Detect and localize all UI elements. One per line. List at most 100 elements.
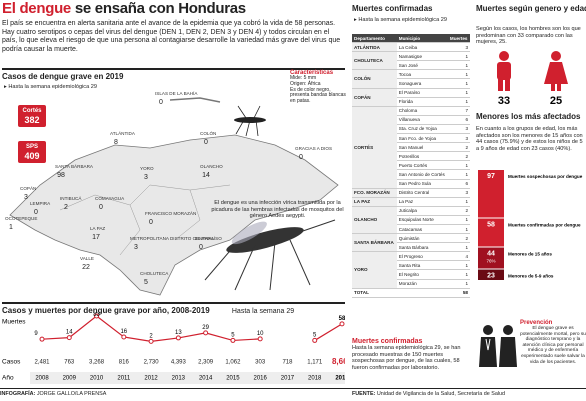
municipality: Santa Bárbara <box>396 242 448 253</box>
column-header: Departamento <box>352 34 397 44</box>
woman-icon <box>544 51 568 91</box>
deaths: 1 <box>447 215 470 225</box>
year-label: 2014 <box>199 376 213 382</box>
region-name: GRACIAS A DIOS <box>295 146 332 151</box>
column-header: Municipio <box>396 34 448 44</box>
region-value: 0 <box>99 204 103 211</box>
region-value: 2 <box>64 204 68 211</box>
municipality: San José <box>396 60 448 71</box>
deaths: 1 <box>447 279 470 289</box>
map-subtitle: Hasta la semana epidemiológica 29 <box>4 84 97 90</box>
region-name: SANTA BÁRBARA <box>55 163 94 169</box>
table-row: Sonaguera 1 <box>352 78 470 89</box>
municipality: La Ceiba <box>396 42 448 53</box>
department: YORO <box>352 251 397 289</box>
confirmed-box: Muertes confirmadas Hasta la semana epid… <box>352 338 470 371</box>
death-point <box>257 336 263 342</box>
age-value: 97 <box>487 173 495 180</box>
prevention-title: Prevención <box>520 320 553 326</box>
age-bar <box>478 247 504 269</box>
region-value: 3 <box>24 194 28 201</box>
region-value: 1 <box>9 224 13 231</box>
department: COPÁN <box>352 88 397 107</box>
region-name: LA PAZ <box>90 226 105 231</box>
municipality: Villanueva <box>396 115 448 125</box>
region-value: 8 <box>114 139 118 146</box>
municipality: San Manuel <box>396 142 448 153</box>
table-row: CHOLUTECA Namasigüe 1 <box>352 51 470 71</box>
death-label: 83 <box>93 312 100 318</box>
death-point <box>312 337 318 343</box>
department: CHOLUTECA <box>352 51 397 71</box>
age-label: Muertes confirmadas por dengue <box>508 223 581 228</box>
age-label: Muertes sospechosas por dengue <box>508 174 583 179</box>
deaths: 1 <box>447 197 470 207</box>
case-label: 718 <box>282 360 293 366</box>
death-point <box>230 337 236 343</box>
deaths: 1 <box>447 60 470 71</box>
table-row: COPÁN El Paraíso 1 <box>352 88 470 107</box>
doctors-icon <box>479 325 517 367</box>
credit: JORGE GALLO/LA PRENSA <box>36 391 107 397</box>
deaths: 1 <box>447 160 470 171</box>
mosquito-caption: El dengue es una infección vírica transm… <box>211 200 344 220</box>
death-point <box>339 321 345 327</box>
footer: INFOGRAFÍA: JORGE GALLO/LA PRENSA FUENTE… <box>0 388 586 401</box>
municipality: Puerto Cortés <box>396 160 448 171</box>
deaths: 1 <box>447 224 470 235</box>
deaths: 3 <box>447 133 470 144</box>
table-row: San Pedro Sula 6 <box>352 179 470 189</box>
deaths: 1 <box>447 269 470 280</box>
department: FCO. MORAZÁN <box>352 188 397 198</box>
region-name: METROPOLITANA DISTRITO CENTRAL <box>130 236 215 241</box>
region-value: 5 <box>144 279 148 286</box>
table-title: Muertes confirmadas <box>352 4 433 13</box>
municipality: Florida <box>396 97 448 107</box>
age-text: En cuanto a los grupos de edad, los más … <box>476 126 583 152</box>
table-row: Sta. Cruz de Yojoa 3 <box>352 124 470 135</box>
history-note: Hasta la semana 29 <box>231 308 295 315</box>
age-label: Menores de 15 años <box>508 252 552 257</box>
municipality: San Antonio de Cortés <box>396 169 448 180</box>
title-rest: se ensaña con Honduras <box>74 0 246 17</box>
death-label: 2 <box>149 333 153 339</box>
deaths: 1 <box>447 78 470 89</box>
table-row: San Fco. de Yojoa 3 <box>352 133 470 144</box>
death-point <box>148 338 154 344</box>
age-bar <box>478 269 504 280</box>
deaths: 2 <box>447 151 470 162</box>
year-label: 2015 <box>226 376 240 382</box>
municipality: Esquipulas Norte <box>396 215 448 225</box>
region-value: 409 <box>24 151 39 161</box>
region-name: SPS <box>26 144 38 150</box>
hot-marker <box>18 105 46 127</box>
table-row: CORTÉS Choloma 7 <box>352 106 470 189</box>
deaths-line <box>41 315 343 342</box>
history-title: Casos y muertes por dengue grave por año… <box>2 302 345 315</box>
men-count: 33 <box>498 95 510 107</box>
credit-label: INFOGRAFÍA: <box>0 391 36 397</box>
women-count: 25 <box>550 95 562 107</box>
age-percent: 40% <box>486 281 495 286</box>
table-row: LA PAZ La Paz 1 <box>352 197 470 207</box>
region-name: COMAYAGUA <box>95 196 125 201</box>
municipality: Choloma <box>396 106 448 116</box>
confirmed-text: Hasta la semana epidemiológica 29, se ha… <box>352 345 461 371</box>
municipality: Juticalpa <box>396 206 448 216</box>
table-row: OLANCHO Juticalpa 2 <box>352 206 470 235</box>
municipality: Sonaguera <box>396 78 448 89</box>
deaths: 1 <box>447 242 470 253</box>
department: ATLÁNTIDA <box>352 42 397 53</box>
case-label: 2,730 <box>144 360 160 366</box>
mosquito-text: Mide: 5 mm Origen: África Es de color ne… <box>290 75 346 105</box>
age-value: 44 <box>487 251 495 258</box>
deaths: 1 <box>447 260 470 271</box>
year-label: 2019 <box>335 376 345 382</box>
municipality: Quimistán <box>396 233 448 244</box>
deaths: 3 <box>447 124 470 135</box>
death-label: 13 <box>175 330 182 336</box>
death-label: 14 <box>66 330 73 336</box>
case-label: 1,062 <box>225 360 241 366</box>
year-label: 2017 <box>281 376 295 382</box>
title-red: El dengue <box>2 0 71 17</box>
